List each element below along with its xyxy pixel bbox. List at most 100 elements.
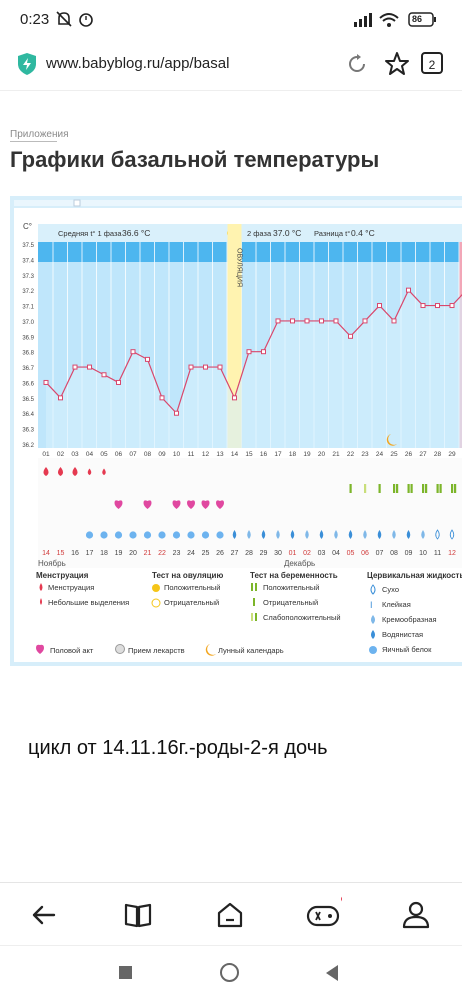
breadcrumb-underline [10,141,57,142]
temperature-point [102,373,106,377]
pregnancy-test-mark [364,484,366,493]
month-label-2: Декабрь [284,559,315,568]
date-label: 23 [173,550,181,557]
secure-shield-icon [16,52,38,76]
ovulation-label: ОВУЛЯЦИЯ [236,248,243,287]
temperature-point [218,365,222,369]
date-label: 30 [274,550,282,557]
temperature-point [305,319,309,323]
x-tick-label: 02 [57,451,65,458]
pregnancy-test-mark [425,484,427,493]
home-icon[interactable] [210,895,250,935]
y-tick-label: 36.8 [22,351,34,357]
legend-cerv-eggwhite: Яичный белок [382,645,432,654]
y-tick-label: 36.2 [22,443,34,449]
date-label: 11 [434,550,441,557]
preg-weak-icon [251,613,253,621]
date-label: 10 [419,550,427,557]
phase2-label: 2 фаза [247,229,272,238]
profile-icon[interactable] [396,895,436,935]
reload-icon[interactable] [345,52,369,76]
date-label: 17 [86,550,94,557]
x-tick-label: 10 [173,451,181,458]
preg-negative-icon [253,598,255,606]
x-tick-label: 11 [188,451,195,458]
y-tick-label: 37.3 [22,274,34,280]
post-caption: цикл от 14.11.16г.-роды-2-я дочь [28,737,328,760]
chart-scrollbar[interactable] [14,200,462,206]
tab-count-button[interactable]: 2 [421,52,443,74]
ov-negative-icon [152,599,160,607]
breadcrumb[interactable]: Приложения [10,129,69,140]
bookmark-star-icon[interactable] [384,51,410,77]
legend-medication: Прием лекарств [128,646,185,655]
temperature-point [88,365,92,369]
x-tick-label: 25 [390,451,398,458]
pregnancy-test-mark [422,484,424,493]
temperature-point [291,319,295,323]
mute-alarm-icons [56,10,96,30]
browser-address-bar[interactable]: www.babyblog.ru/app/basal 2 [0,40,462,91]
temperature-point [450,304,454,308]
y-tick-label: 36.7 [22,366,34,372]
cervical-eggwhite-mark [100,531,107,538]
legend-cerv-sticky: Клейкая [382,600,411,609]
y-tick-label: 37.4 [22,258,34,264]
x-tick-label: 12 [202,451,210,458]
temperature-point [363,319,367,323]
x-tick-label: 29 [448,451,456,458]
cervical-eggwhite-mark [187,531,194,538]
y-tick-label: 37.1 [22,305,34,311]
back-triangle-icon[interactable] [324,964,340,982]
temperature-point [247,350,251,354]
system-nav-bar [0,945,462,1001]
x-tick-label: 03 [71,451,79,458]
date-label: 01 [289,550,297,557]
date-label: 27 [231,550,239,557]
x-tick-label: 13 [216,451,224,458]
date-label: 24 [187,550,195,557]
y-tick-label: 36.6 [22,381,34,387]
temperature-point [189,365,193,369]
month-label-1: Ноябрь [38,559,66,568]
date-label: 14 [42,550,50,557]
temperature-point [392,319,396,323]
pregnancy-test-mark [451,484,453,493]
games-gamepad-icon[interactable] [302,895,342,935]
scroll-thumb[interactable] [74,200,80,206]
temperature-point [131,350,135,354]
temperature-point [421,304,425,308]
phase1-value: 36.6 °C [122,228,150,238]
diff-value: 0.4 °C [351,228,375,238]
ov-positive-icon [152,584,160,592]
bookmarks-book-icon[interactable] [118,895,158,935]
date-label: 21 [144,550,152,557]
legend-menstruation: Менструация [48,583,94,592]
date-label: 25 [202,550,210,557]
date-label: 15 [57,550,65,557]
x-tick-label: 21 [332,451,340,458]
preg-positive-icon-bar [255,583,257,591]
x-tick-label: 19 [303,451,311,458]
url-text[interactable]: www.babyblog.ru/app/basal [46,55,229,72]
home-circle-icon[interactable] [220,963,239,982]
legend-preg-weak: Слабоположительный [263,613,341,622]
x-tick-label: 26 [405,451,413,458]
legend-cerv-dry: Сухо [382,585,399,594]
temperature-point [59,396,63,400]
x-tick-label: 06 [115,451,123,458]
x-tick-label: 18 [289,451,297,458]
status-bar: 0:23 86 [0,0,462,40]
cervical-eggwhite-mark [129,531,136,538]
recents-square-icon[interactable] [119,966,132,979]
signal-wifi-battery-icons [352,10,452,30]
chart-svg: C° Средняя t° 1 фаза 36.6 °C 2 фаза 37.0… [10,196,462,666]
cervical-eggwhite-mark [115,531,122,538]
legend-spotting: Небольшие выделения [48,598,129,607]
temperature-point [117,380,121,384]
temperature-point [436,304,440,308]
legend-ovtest-title: Тест на овуляцию [152,571,223,580]
back-arrow-icon[interactable] [24,895,64,935]
y-tick-label: 37.2 [22,289,34,295]
temperature-point [204,365,208,369]
